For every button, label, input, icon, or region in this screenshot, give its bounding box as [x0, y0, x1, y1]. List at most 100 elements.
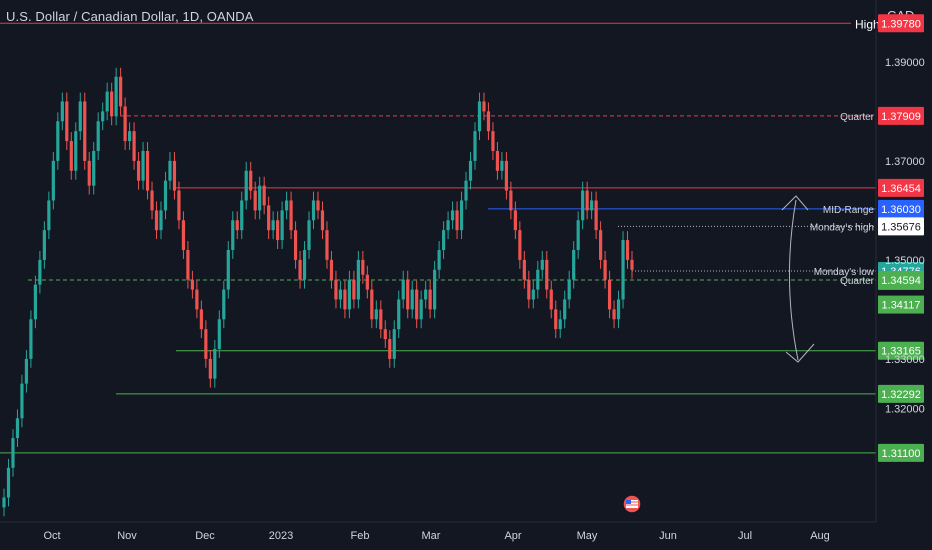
candle-body	[366, 275, 369, 290]
candle-body	[348, 280, 351, 310]
candle-body	[240, 200, 243, 230]
candle-body	[406, 280, 409, 310]
candle-body	[65, 101, 68, 141]
candle-body	[379, 309, 382, 329]
candle-body	[222, 290, 225, 320]
candle-body	[258, 186, 261, 211]
candle-body	[586, 191, 589, 211]
candle-body	[550, 290, 553, 310]
price-tag-text: 1.31100	[882, 448, 921, 460]
candle-body	[491, 131, 494, 151]
candle-body	[357, 260, 360, 300]
x-tick-label: Jun	[659, 530, 677, 542]
candle-body	[177, 191, 180, 221]
candle-body	[56, 121, 59, 161]
candles-layer	[2, 68, 633, 516]
candle-body	[388, 339, 391, 359]
candle-body	[200, 309, 203, 329]
price-tag-text: 1.39780	[881, 18, 921, 30]
candle-body	[612, 309, 615, 319]
candle-body	[227, 250, 230, 290]
candle-body	[43, 230, 46, 260]
candle-body	[2, 497, 5, 507]
candle-body	[294, 230, 297, 260]
candle-body	[420, 299, 423, 319]
candle-body	[375, 309, 378, 319]
candle-body	[469, 161, 472, 181]
candle-body	[384, 329, 387, 339]
x-tick-label: Dec	[195, 530, 215, 542]
candle-body	[29, 319, 32, 359]
x-tick-label: Nov	[117, 530, 137, 542]
candle-body	[97, 121, 100, 151]
y-tick-label: 1.39000	[885, 57, 925, 69]
candle-body	[285, 200, 288, 210]
candle-body	[38, 260, 41, 285]
price-tag-extra-text: 1.34117	[882, 300, 921, 312]
x-tick-label: 2023	[269, 530, 293, 542]
y-tick-label: 1.33000	[885, 354, 925, 366]
x-tick-label: Aug	[810, 530, 830, 542]
candle-body	[263, 186, 266, 206]
candle-body	[79, 101, 82, 131]
candle-body	[577, 220, 580, 250]
candle-body	[532, 290, 535, 300]
candle-body	[451, 210, 454, 220]
candle-body	[137, 161, 140, 181]
candle-body	[312, 200, 315, 220]
candle-body	[424, 290, 427, 300]
time-axis: Oct Nov Dec 2023 Feb Mar Apr May Jun Jul Aug	[0, 0, 876, 542]
candle-body	[150, 191, 153, 211]
candle-body	[195, 290, 198, 310]
candle-body	[455, 210, 458, 230]
x-tick-label: Feb	[351, 530, 370, 542]
candle-body	[473, 131, 476, 161]
candle-body	[141, 151, 144, 181]
candle-body	[334, 280, 337, 300]
candle-body	[402, 280, 405, 300]
candle-body	[568, 280, 571, 300]
candle-body	[411, 290, 414, 310]
candle-body	[303, 250, 306, 280]
candle-body	[168, 161, 171, 181]
candle-body	[514, 210, 517, 230]
candle-body	[599, 230, 602, 260]
candle-body	[460, 200, 463, 230]
candle-body	[11, 438, 14, 468]
candle-body	[132, 131, 135, 161]
candle-body	[289, 200, 292, 230]
candle-body	[438, 250, 441, 270]
candle-body	[316, 200, 319, 210]
candle-body	[464, 181, 467, 201]
candle-body	[272, 220, 275, 230]
range-arrow-head-bottom	[786, 344, 814, 362]
candle-body	[20, 384, 23, 419]
candle-body	[330, 260, 333, 280]
candle-body	[621, 240, 624, 299]
event-flag	[623, 495, 641, 513]
candle-body	[559, 319, 562, 329]
candle-body	[281, 210, 284, 240]
candle-body	[608, 280, 611, 310]
candle-body	[204, 329, 207, 359]
candle-body	[74, 131, 77, 171]
x-tick-label: Apr	[504, 530, 521, 542]
y-tick-label: 1.37000	[885, 156, 925, 168]
range-arrow	[782, 196, 814, 362]
candle-body	[321, 210, 324, 230]
candle-body	[61, 101, 64, 121]
candle-body	[563, 299, 566, 319]
y-tick-label: 1.32000	[885, 403, 925, 415]
candle-body	[110, 92, 113, 117]
candle-body	[88, 161, 91, 186]
candle-body	[325, 230, 328, 260]
candle-body	[254, 191, 257, 211]
x-tick-label: May	[577, 530, 598, 542]
candle-body	[231, 220, 234, 250]
candle-body	[595, 200, 598, 230]
candle-body	[249, 171, 252, 191]
candle-body	[128, 131, 131, 141]
line-label: MID-Range	[823, 205, 875, 216]
candle-body	[397, 299, 400, 329]
